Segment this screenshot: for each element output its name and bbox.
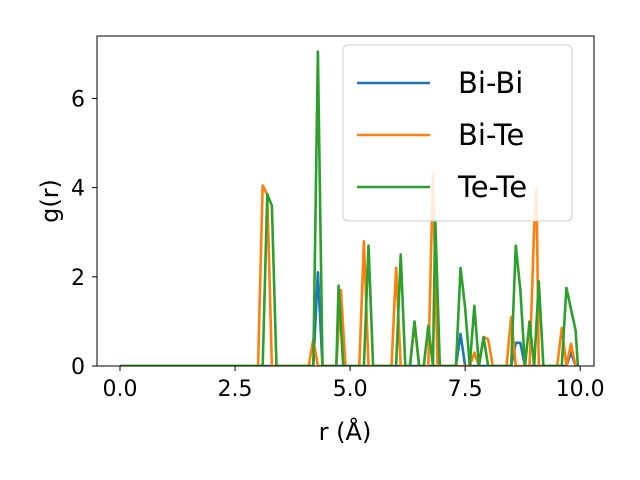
plot-frame bbox=[96, 35, 595, 367]
y-tick-label: 6 bbox=[71, 87, 85, 112]
x-tick-label: 2.5 bbox=[218, 377, 253, 402]
y-axis-label: g(r) bbox=[36, 179, 64, 223]
x-tick-label: 0.0 bbox=[103, 377, 138, 402]
legend-label-bi-bi: Bi-Bi bbox=[458, 66, 523, 100]
x-axis-label: r (Å) bbox=[319, 417, 372, 446]
y-tick-label: 2 bbox=[71, 266, 85, 291]
x-tick-label: 10.0 bbox=[556, 377, 605, 402]
legend-box bbox=[342, 44, 573, 222]
x-axis: 0.0 2.5 5.0 7.5 10.0 bbox=[103, 366, 605, 402]
legend-label-te-te: Te-Te bbox=[457, 170, 527, 204]
series-line-te-te bbox=[120, 50, 580, 366]
y-tick-label: 0 bbox=[71, 355, 85, 380]
legend: Bi-Bi Bi-Te Te-Te bbox=[342, 44, 573, 222]
y-axis: 0 2 4 6 bbox=[71, 87, 97, 380]
series-line-bi-bi bbox=[120, 271, 577, 366]
legend-label-bi-te: Bi-Te bbox=[458, 118, 524, 152]
y-tick-label: 4 bbox=[71, 177, 85, 202]
x-tick-label: 5.0 bbox=[333, 377, 368, 402]
x-tick-label: 7.5 bbox=[448, 377, 483, 402]
